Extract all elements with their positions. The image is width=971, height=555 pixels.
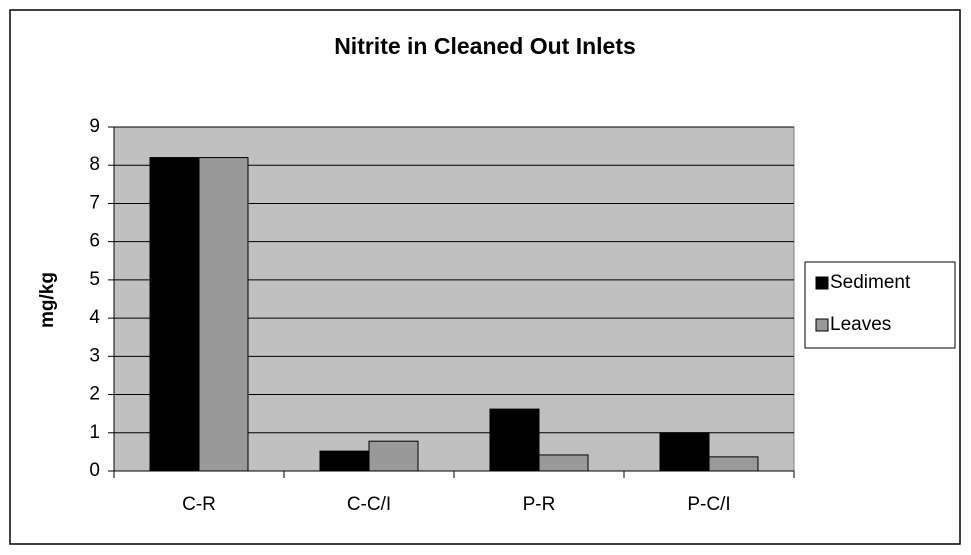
- y-tick-label: 4: [89, 307, 100, 328]
- bar: [708, 456, 759, 472]
- y-tick-label: 5: [89, 269, 100, 290]
- x-tick-label: C-R: [182, 494, 216, 515]
- y-tick-label: 0: [89, 460, 100, 481]
- legend-box: [804, 261, 956, 349]
- bar: [489, 408, 540, 472]
- x-tick-label: P-R: [523, 494, 556, 515]
- bar: [659, 432, 710, 472]
- bar: [319, 450, 370, 472]
- y-tick-label: 7: [89, 192, 100, 213]
- legend-swatch: [815, 318, 829, 332]
- x-tick-label: P-C/I: [687, 494, 730, 515]
- chart-title: Nitrite in Cleaned Out Inlets: [334, 33, 636, 59]
- y-tick-label: 9: [89, 116, 100, 137]
- y-axis-label: mg/kg: [37, 272, 58, 328]
- legend-swatch: [815, 276, 829, 290]
- bar: [198, 157, 249, 472]
- x-tick-label: C-C/I: [347, 494, 391, 515]
- y-tick-label: 2: [89, 384, 100, 405]
- y-tick-label: 8: [89, 154, 100, 175]
- legend-label: Sediment: [830, 272, 911, 293]
- legend-label: Leaves: [830, 314, 891, 335]
- bar: [149, 157, 200, 472]
- bar: [368, 440, 419, 472]
- bar: [538, 454, 589, 472]
- y-tick-label: 3: [89, 345, 100, 366]
- y-tick-label: 6: [89, 231, 100, 252]
- y-tick-label: 1: [89, 422, 100, 443]
